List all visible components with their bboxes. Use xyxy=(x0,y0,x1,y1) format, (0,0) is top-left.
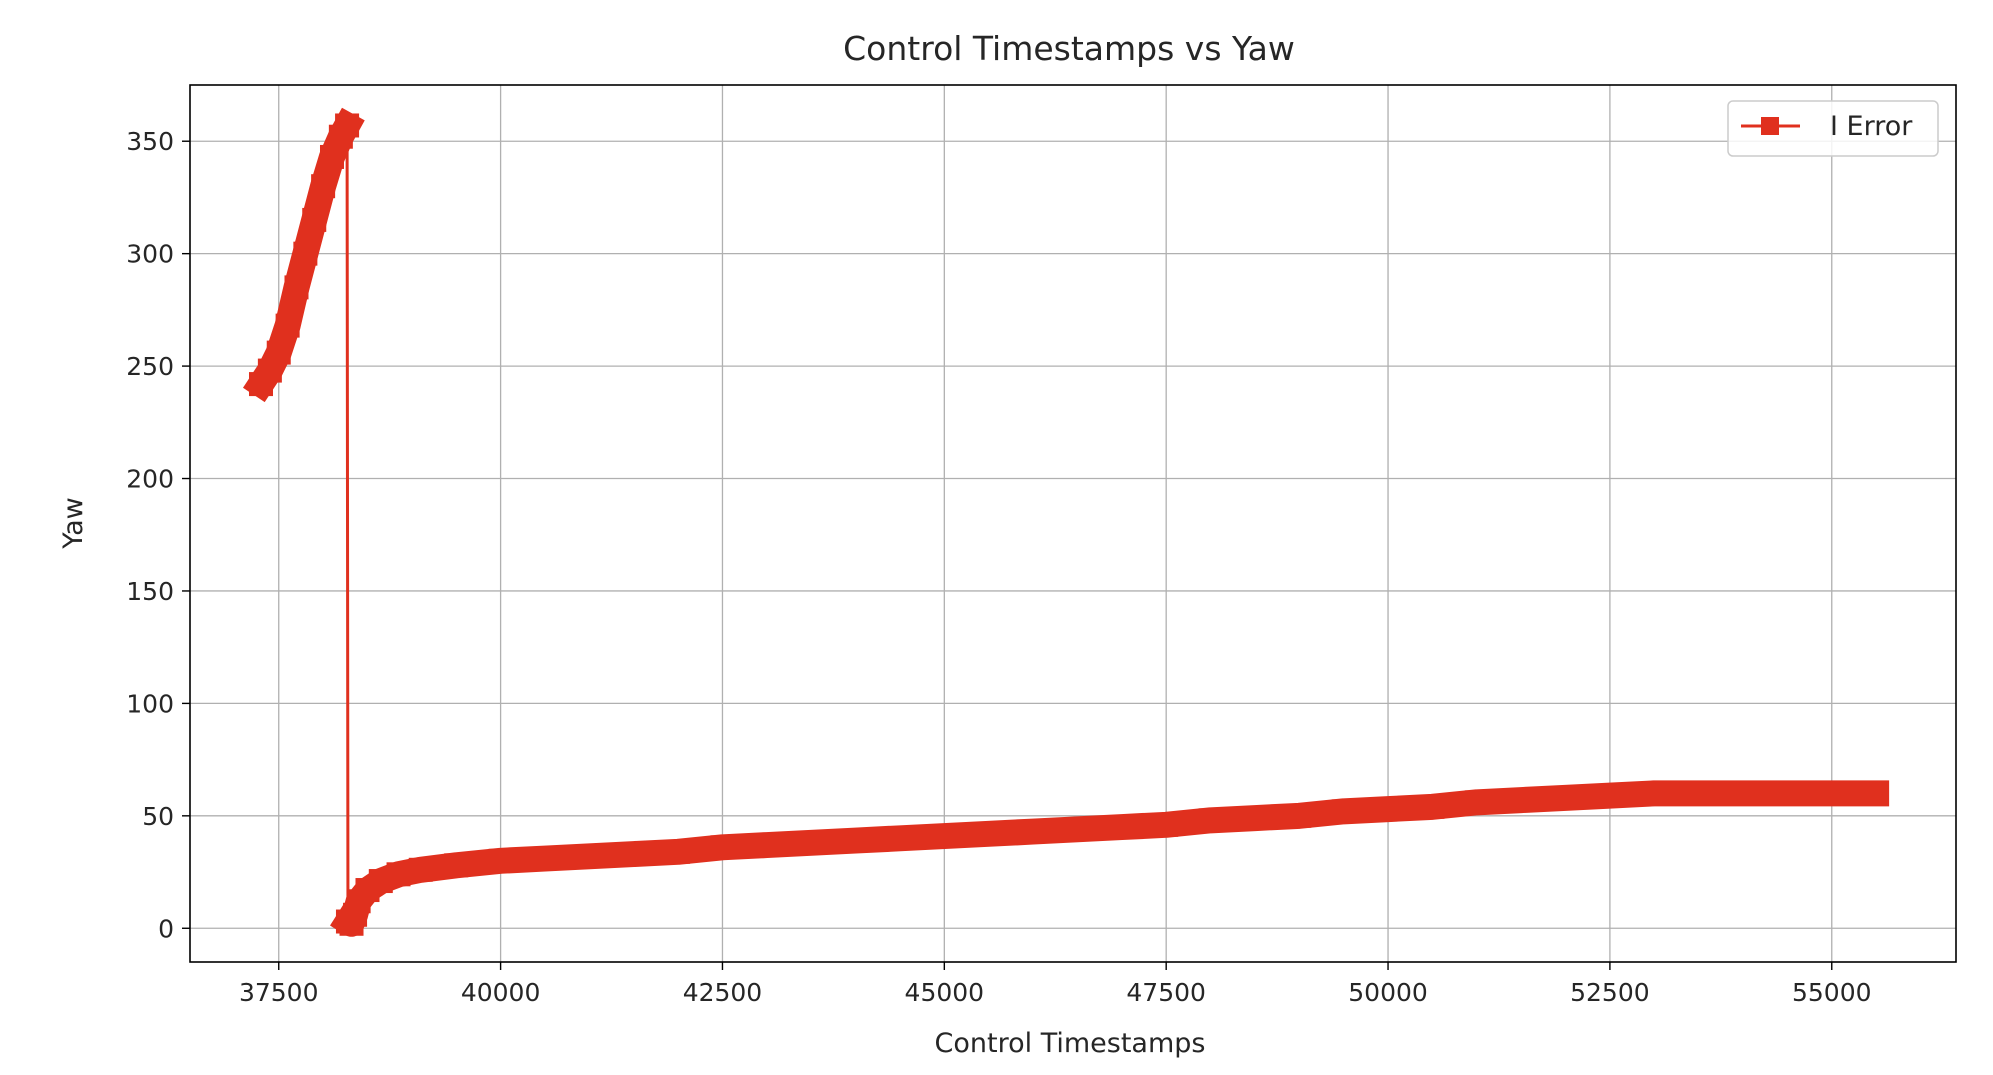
y-tick-label: 50 xyxy=(142,802,174,831)
data-point-marker xyxy=(1109,815,1134,840)
data-point-marker xyxy=(1775,781,1800,806)
data-point-marker xyxy=(1198,808,1223,833)
data-point-marker xyxy=(1509,788,1534,813)
x-tick-label: 45000 xyxy=(905,978,985,1007)
x-tick-label: 47500 xyxy=(1126,978,1206,1007)
x-tick-label: 52500 xyxy=(1570,978,1650,1007)
x-tick-label: 55000 xyxy=(1792,978,1872,1007)
y-tick-label: 350 xyxy=(126,127,174,156)
x-tick-label: 42500 xyxy=(683,978,763,1007)
data-point-marker xyxy=(666,839,691,864)
y-tick-label: 0 xyxy=(158,914,174,943)
data-point-marker xyxy=(843,828,868,853)
data-point-marker xyxy=(488,848,513,873)
data-point-marker xyxy=(302,207,327,232)
x-tick-label: 40000 xyxy=(461,978,541,1007)
data-point-marker xyxy=(1287,803,1312,828)
data-point-marker xyxy=(1065,817,1090,842)
tick-marks-and-labels: 37500 40000 42500 45000 47500 50000 52500 55000… xyxy=(126,127,1871,1007)
data-point-marker xyxy=(1642,781,1667,806)
data-point-marker xyxy=(444,853,469,878)
data-point-marker xyxy=(1331,799,1356,824)
data-point-marker xyxy=(1553,785,1578,810)
data-point-marker xyxy=(754,833,779,858)
data-point-marker xyxy=(1686,781,1711,806)
plot-area-frame xyxy=(189,84,1957,963)
data-point-marker xyxy=(1154,812,1179,837)
data-point-marker xyxy=(1420,794,1445,819)
data-point-marker xyxy=(976,821,1001,846)
data-point-marker xyxy=(386,862,411,887)
y-axis-label: Yaw xyxy=(58,497,89,549)
data-point-marker xyxy=(532,846,557,871)
data-point-marker xyxy=(1021,819,1046,844)
x-tick-label: 37500 xyxy=(239,978,319,1007)
data-point-marker xyxy=(1731,781,1756,806)
grid-lines xyxy=(190,85,1956,962)
y-tick-label: 150 xyxy=(126,577,174,606)
data-point-marker xyxy=(710,835,735,860)
legend-box xyxy=(1727,100,1939,157)
data-point-marker xyxy=(311,174,336,199)
data-point-marker xyxy=(621,842,646,867)
data-point-marker xyxy=(408,857,433,882)
data-point-marker xyxy=(932,824,957,849)
data-point-marker xyxy=(284,275,309,300)
x-axis-label: Control Timestamps xyxy=(935,1028,1206,1059)
data-point-marker xyxy=(1864,781,1889,806)
y-tick-label: 200 xyxy=(126,465,174,494)
y-tick-label: 300 xyxy=(126,240,174,269)
data-point-marker xyxy=(335,113,360,138)
data-point-marker xyxy=(266,340,291,365)
data-point-marker xyxy=(319,144,344,169)
y-tick-label: 250 xyxy=(126,352,174,381)
data-point-marker xyxy=(1464,790,1489,815)
legend-label-i-error: I Error xyxy=(1830,111,1913,142)
x-tick-label: 50000 xyxy=(1348,978,1428,1007)
data-point-marker xyxy=(577,844,602,869)
series-layer xyxy=(242,107,1890,937)
data-point-marker xyxy=(799,830,824,855)
data-point-marker xyxy=(1597,783,1622,808)
data-point-marker xyxy=(887,826,912,851)
chart-title: Control Timestamps vs Yaw xyxy=(843,29,1295,68)
data-point-marker xyxy=(275,313,300,338)
y-tick-label: 100 xyxy=(126,689,174,718)
legend: I Error xyxy=(1727,100,1939,157)
data-point-marker xyxy=(293,241,318,266)
data-point-marker xyxy=(1819,781,1844,806)
data-point-marker xyxy=(1376,797,1401,822)
legend-square-marker xyxy=(1761,117,1779,135)
data-point-marker xyxy=(1242,806,1267,831)
